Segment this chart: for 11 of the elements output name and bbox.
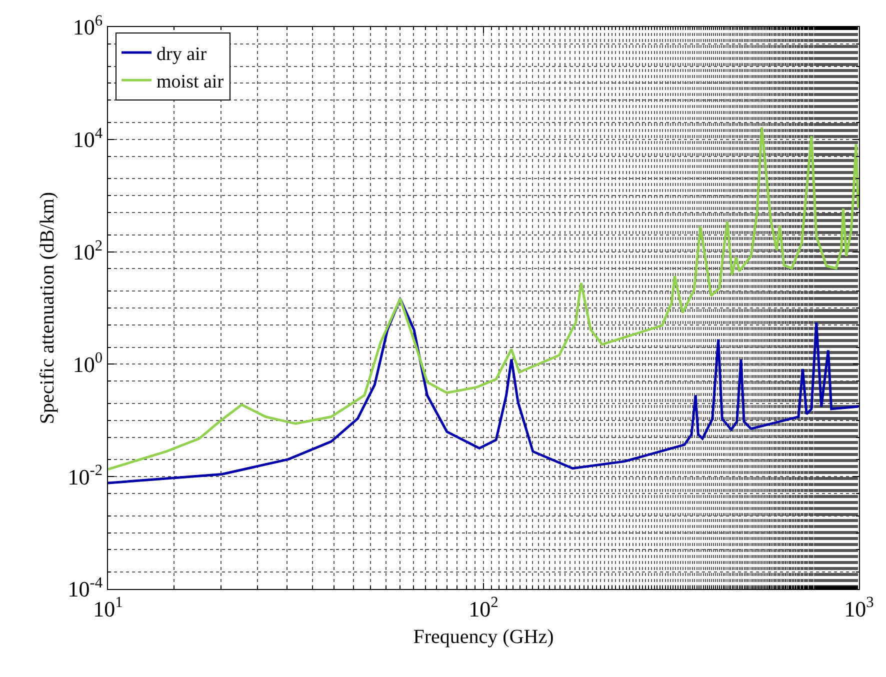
x-axis-title: Frequency (GHz) (413, 626, 554, 648)
y-axis-title: Specific attenuation (dB/km) (36, 192, 58, 424)
legend-label: moist air (156, 72, 224, 93)
y-tick-label: 10$^{-2}$ (68, 462, 103, 490)
y-tick-label: 10$^{2}$ (72, 237, 103, 264)
y-tick-label: 10$^{0}$ (72, 350, 103, 377)
x-tick-label: 10$^{2}$ (468, 594, 498, 622)
x-tick-label: 10$^{3}$ (844, 594, 874, 622)
y-tick-label: 10$^{4}$ (72, 124, 103, 152)
y-tick-label: 10$^{6}$ (72, 12, 103, 40)
legend-label: dry air (156, 44, 208, 65)
